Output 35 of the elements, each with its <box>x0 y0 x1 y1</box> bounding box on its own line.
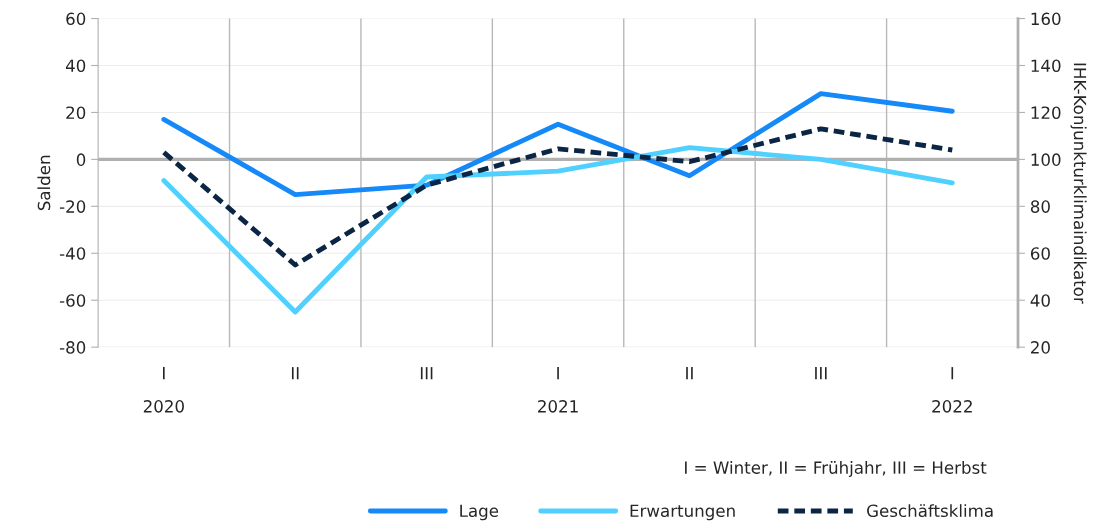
text: 2022 <box>932 400 972 413</box>
legend-label: Erwartungen <box>630 504 735 521</box>
y-tick-label: 20 <box>66 106 86 119</box>
line-series <box>161 91 955 198</box>
y-tick-label: -60 <box>59 294 86 307</box>
x-tick-label: III <box>420 367 433 380</box>
y-tick-label: -80 <box>59 341 86 354</box>
y-tick-label: 0 <box>76 153 86 166</box>
y-tick-label: 60 <box>66 12 86 26</box>
line-series <box>161 126 955 268</box>
x-tick-label: II <box>291 367 299 380</box>
y2-tick-label: 140 <box>1031 59 1061 73</box>
y-tick-label: 40 <box>65 59 86 73</box>
y2-tick-label: 160 <box>1031 12 1061 26</box>
y2-tick-label: 40 <box>1030 294 1050 307</box>
x-tick-label: I <box>163 367 165 380</box>
y2-tick-label: 20 <box>1031 341 1050 354</box>
y2-axis-title: IHK-Konjunkturklimaindikator <box>1070 63 1087 304</box>
text: 2020 <box>143 400 184 413</box>
y2-tick-label: 80 <box>1030 200 1050 213</box>
y2-tick-label: 100 <box>1031 153 1061 166</box>
y-tick-label: -40 <box>59 247 86 260</box>
y-tick-label: -20 <box>59 200 86 213</box>
x-tick-label: I <box>557 367 559 380</box>
legend-label: Geschäftsklima <box>867 504 993 518</box>
x-tick-label: I <box>951 367 954 380</box>
x-tick-label: II <box>686 367 693 380</box>
text: 2021 <box>538 400 578 413</box>
x-tick-label: III <box>815 367 827 380</box>
text: I = Winter, II = Frühjahr, III = Herbst <box>685 460 987 478</box>
y2-tick-label: 60 <box>1030 247 1050 260</box>
y-axis-title: Salden <box>37 155 51 211</box>
legend-label: Lage <box>460 504 499 521</box>
y2-tick-label: 120 <box>1031 106 1061 119</box>
line-series <box>161 145 955 315</box>
